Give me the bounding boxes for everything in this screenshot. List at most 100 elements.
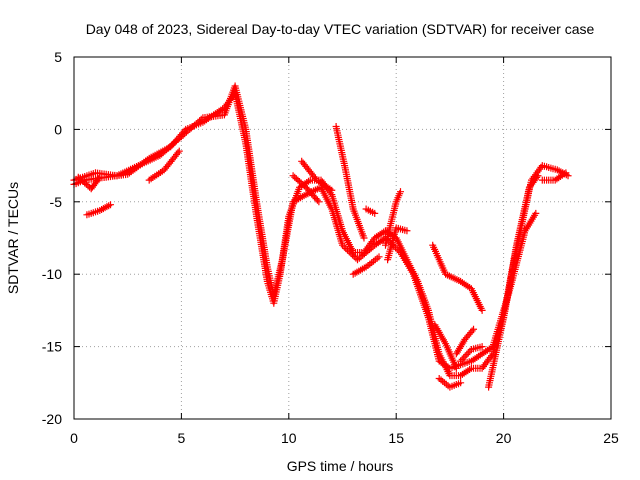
x-tick-label: 5 [178, 430, 186, 446]
data-point [429, 241, 449, 276]
data-point [253, 212, 271, 283]
data-point [384, 226, 400, 264]
data-point [253, 198, 271, 269]
data-point [199, 111, 226, 122]
data-point [328, 186, 336, 194]
y-tick-label: 0 [54, 121, 62, 137]
series-track-8 [332, 123, 368, 242]
data-point [435, 375, 452, 390]
series-track-3 [74, 173, 104, 193]
series-track-13 [429, 241, 486, 314]
series-track-5 [145, 147, 183, 184]
data-point [96, 173, 104, 181]
chart-title: Day 048 of 2023, Sidereal Day-to-day VTE… [86, 21, 595, 37]
data-point [317, 183, 335, 211]
data-point [414, 277, 432, 312]
data-point [145, 167, 166, 184]
y-tick-label: -10 [42, 266, 62, 282]
series-track-6 [289, 172, 323, 206]
data-point [315, 198, 323, 206]
data-point [442, 340, 459, 370]
data-point [360, 234, 368, 242]
data-point [83, 207, 102, 219]
series-track-10 [349, 253, 383, 278]
y-tick-label: 5 [54, 49, 62, 65]
data-point [313, 176, 334, 193]
data-point [354, 243, 377, 264]
data-point [521, 211, 539, 235]
data-point [500, 243, 520, 322]
data-point [435, 357, 452, 371]
x-tick-label: 10 [281, 430, 297, 446]
series-track-16 [452, 325, 478, 358]
data-point [470, 325, 478, 333]
data-point [96, 202, 113, 214]
series-track-4 [83, 201, 115, 219]
data-point [525, 173, 541, 191]
axis-ticks: 0 5 10 15 20 25 -20 -15 -10 -5 0 5 [42, 49, 619, 446]
data-point [452, 364, 460, 372]
data-point [467, 285, 485, 312]
data-point [392, 190, 404, 206]
data-point [107, 201, 115, 209]
series-track-19 [538, 169, 570, 184]
data-point [478, 343, 486, 351]
data-point [242, 125, 260, 204]
data-point [362, 254, 381, 271]
data-point [562, 169, 570, 177]
data-point [298, 157, 319, 182]
data-point [446, 380, 462, 391]
series-track-12 [384, 224, 411, 264]
x-tick-label: 0 [70, 430, 78, 446]
x-tick-label: 25 [603, 430, 619, 446]
data-point [513, 186, 533, 249]
data-point [424, 306, 443, 356]
data-point [341, 162, 357, 211]
data-series [70, 82, 572, 391]
data-point [156, 134, 184, 159]
series-track-17 [457, 343, 486, 365]
data-point [371, 209, 379, 217]
y-axis-title: SDTVAR / TECUs [5, 182, 21, 294]
series-track-11 [382, 188, 404, 249]
grid-lines [74, 57, 611, 419]
data-point [177, 115, 205, 141]
data-point [478, 306, 486, 314]
x-tick-label: 20 [496, 430, 512, 446]
data-point [175, 147, 183, 155]
data-point [113, 163, 140, 180]
y-tick-label: -15 [42, 339, 62, 355]
data-point [489, 287, 513, 351]
data-point [332, 123, 348, 167]
data-point [278, 200, 297, 264]
x-axis-title: GPS time / hours [287, 458, 394, 474]
data-point [534, 172, 542, 180]
data-point [424, 314, 443, 363]
data-point [328, 205, 346, 247]
data-point [302, 183, 321, 204]
x-tick-label: 15 [388, 430, 404, 446]
data-point [242, 140, 260, 218]
data-point [409, 270, 432, 320]
data-point [457, 347, 474, 365]
series-track-14 [431, 321, 460, 372]
data-point [270, 258, 286, 300]
data-point [382, 200, 400, 249]
data-point [339, 227, 356, 254]
data-point [231, 82, 249, 131]
series-track-18 [485, 172, 542, 391]
data-point [551, 170, 568, 184]
data-point [431, 321, 448, 346]
data-point [532, 209, 540, 217]
data-point [457, 277, 474, 291]
plot-frame [73, 56, 612, 420]
series-track-15 [435, 375, 465, 391]
data-point [396, 188, 404, 196]
data-point [478, 352, 495, 372]
y-tick-label: -5 [50, 194, 63, 210]
data-point [452, 337, 468, 358]
data-point [485, 316, 507, 391]
data-point [349, 205, 367, 240]
series-track-9 [362, 205, 379, 217]
